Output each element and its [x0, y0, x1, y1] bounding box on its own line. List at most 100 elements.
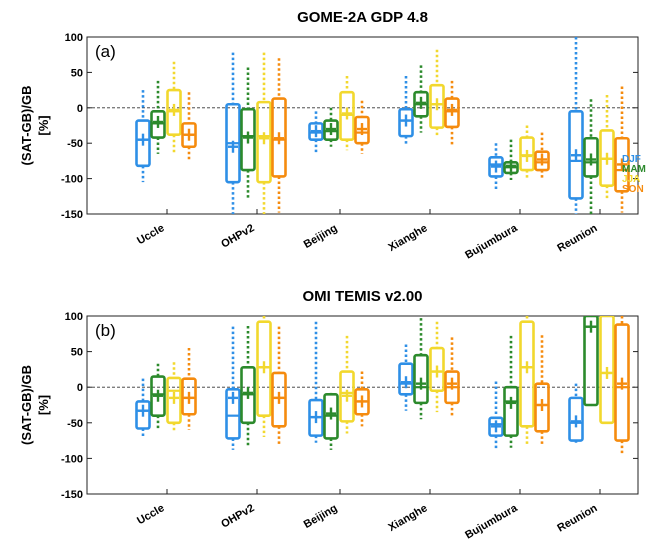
iqr-box	[614, 323, 630, 442]
y-tick-label: -100	[61, 453, 83, 465]
iqr-box	[488, 416, 504, 437]
y-axis-unit-label: [%]	[36, 115, 51, 135]
iqr-box	[166, 376, 182, 425]
box-jja-ohpv2	[256, 52, 272, 214]
x-category-label: Bujumbura	[463, 502, 520, 542]
x-category-label: Reunion	[555, 222, 599, 255]
box-djf-reunion	[568, 37, 584, 214]
y-axis-unit-label: [%]	[36, 395, 51, 415]
box-jja-uccle	[166, 362, 182, 432]
box-son-xianghe	[444, 337, 460, 416]
y-axis-label: (SAT-GB)/GB	[19, 86, 34, 166]
box-jja-uccle	[166, 61, 182, 154]
iqr-box	[519, 320, 535, 428]
iqr-box	[534, 150, 550, 172]
iqr-box	[150, 375, 166, 417]
box-mam-uccle	[150, 80, 166, 154]
iqr-box	[583, 316, 599, 407]
x-category-label: Uccle	[135, 502, 166, 527]
iqr-box	[181, 377, 197, 416]
y-tick-label: -100	[61, 174, 83, 186]
box-mam-bujumbura	[503, 139, 519, 181]
x-category-label: OHPv2	[219, 222, 256, 250]
box-son-ohpv2	[271, 326, 287, 446]
iqr-box	[398, 107, 414, 138]
iqr-box	[534, 382, 550, 433]
iqr-box	[271, 97, 287, 178]
box-djf-reunion	[568, 383, 584, 443]
box-jja-reunion	[599, 316, 615, 425]
box-djf-beijing	[308, 111, 324, 154]
box-djf-beijing	[308, 321, 324, 443]
x-category-label: Beijing	[302, 222, 340, 251]
box-son-uccle	[181, 92, 197, 161]
x-category-label: Xianghe	[386, 502, 429, 534]
plot-frame	[86, 315, 639, 495]
iqr-box	[614, 136, 630, 193]
box-djf-uccle	[135, 90, 151, 183]
iqr-box	[599, 316, 615, 425]
box-son-uccle	[181, 348, 197, 430]
iqr-box	[256, 320, 272, 417]
box-son-reunion	[614, 316, 630, 455]
y-tick-label: 0	[77, 103, 83, 115]
panel-b	[86, 315, 639, 495]
box-marks	[135, 37, 630, 214]
x-category-label: Beijing	[302, 502, 340, 531]
box-jja-ohpv2	[256, 316, 272, 438]
plot-frame	[86, 36, 639, 215]
box-mam-uccle	[150, 363, 166, 429]
x-category-label: Bujumbura	[463, 222, 520, 262]
chart-title: GOME-2A GDP 4.8	[297, 9, 428, 26]
iqr-box	[488, 156, 504, 178]
y-tick-label: -150	[61, 489, 83, 501]
legend-entry-son: SON	[622, 184, 644, 195]
y-tick-label: -50	[67, 138, 83, 150]
box-mam-bujumbura	[503, 335, 519, 448]
iqr-box	[413, 353, 429, 405]
iqr-box	[271, 371, 287, 428]
box-jja-beijing	[339, 75, 355, 151]
box-djf-ohpv2	[225, 326, 241, 450]
box-mam-reunion	[583, 99, 599, 214]
iqr-box	[444, 97, 460, 129]
x-category-label: Reunion	[555, 502, 599, 535]
box-mam-xianghe	[413, 318, 429, 420]
legend-entry-mam: MAM	[622, 164, 646, 175]
box-jja-bujumbura	[519, 316, 535, 445]
iqr-box	[225, 388, 241, 440]
box-son-reunion	[614, 86, 630, 213]
chart-title: OMI TEMIS v2.00	[302, 288, 422, 305]
iqr-box	[519, 136, 535, 172]
iqr-box	[135, 400, 151, 430]
y-tick-label: -50	[67, 418, 83, 430]
box-mam-reunion	[583, 316, 599, 407]
y-tick-label: 0	[77, 382, 83, 394]
box-jja-xianghe	[429, 49, 445, 138]
box-jja-xianghe	[429, 321, 445, 413]
box-mam-beijing	[323, 392, 339, 450]
box-son-ohpv2	[271, 58, 287, 213]
box-son-xianghe	[444, 80, 460, 147]
box-son-beijing	[354, 371, 370, 427]
x-category-label: OHPv2	[219, 502, 256, 530]
iqr-box	[398, 362, 414, 396]
iqr-box	[135, 119, 151, 168]
iqr-box	[354, 115, 370, 145]
box-djf-xianghe	[398, 75, 414, 145]
iqr-box	[256, 100, 272, 184]
box-mam-beijing	[323, 107, 339, 147]
box-djf-bujumbura	[488, 381, 504, 450]
box-mam-xianghe	[413, 65, 429, 133]
box-son-bujumbura	[534, 335, 550, 446]
y-axis-label: (SAT-GB)/GB	[19, 365, 34, 445]
box-jja-bujumbura	[519, 125, 535, 181]
box-djf-uccle	[135, 378, 151, 439]
y-tick-label: 50	[71, 347, 83, 359]
y-tick-label: 100	[65, 32, 83, 44]
box-son-beijing	[354, 100, 370, 154]
legend-entry-jja: JJA	[622, 174, 640, 185]
